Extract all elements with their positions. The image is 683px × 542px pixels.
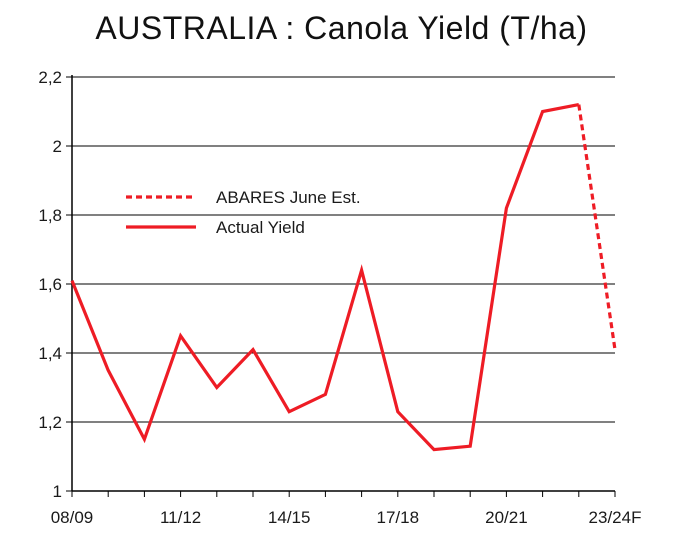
- x-tick-label: 11/12: [160, 508, 201, 527]
- y-tick-label: 1: [53, 482, 62, 501]
- series-line-actual-yield: [70, 103, 580, 452]
- y-tick-label: 2: [53, 137, 62, 156]
- x-tick-label: 08/09: [51, 508, 94, 527]
- x-tick-label: 23/24F: [589, 508, 642, 527]
- y-axis-tick-labels: 1 1,2 1,4 1,6 1,8 2 2,2: [38, 68, 62, 501]
- x-tick-label: 17/18: [377, 508, 420, 527]
- series-line-abares-estimate: [577, 104, 617, 350]
- y-tick-label: 1,6: [38, 275, 62, 294]
- series-lines: [70, 103, 617, 452]
- y-tick-label: 2,2: [38, 68, 62, 87]
- legend-label: Actual Yield: [216, 218, 305, 237]
- legend: ABARES June Est. Actual Yield: [126, 188, 361, 237]
- y-tick-label: 1,8: [38, 206, 62, 225]
- legend-label: ABARES June Est.: [216, 188, 361, 207]
- x-axis-tick-labels: 08/09 11/12 14/15 17/18 20/21 23/24F: [51, 508, 642, 527]
- y-tick-label: 1,2: [38, 413, 62, 432]
- y-tick-label: 1,4: [38, 344, 62, 363]
- chart-title: AUSTRALIA : Canola Yield (T/ha): [95, 10, 588, 46]
- x-tick-label: 20/21: [485, 508, 528, 527]
- x-tick-label: 14/15: [268, 508, 311, 527]
